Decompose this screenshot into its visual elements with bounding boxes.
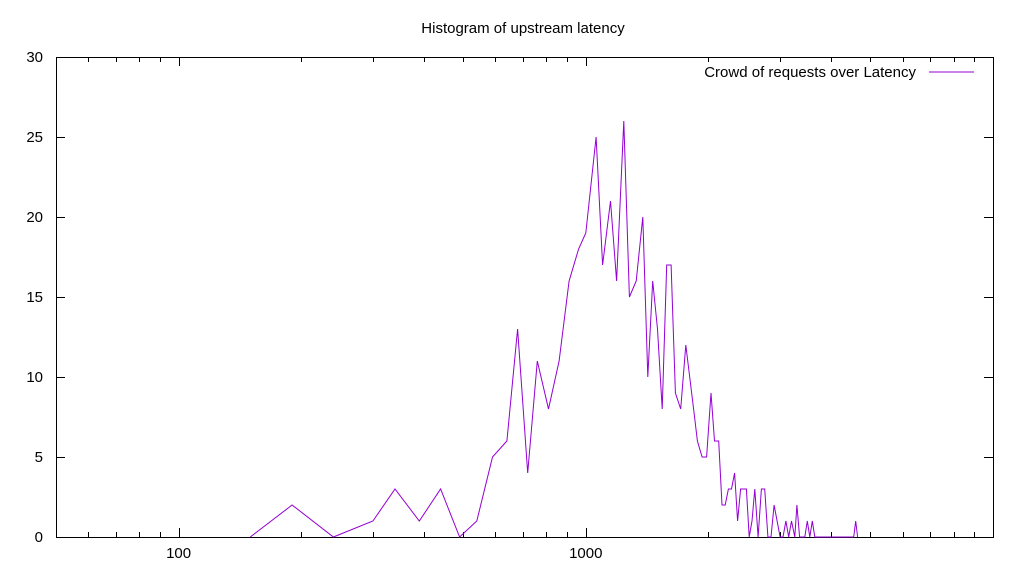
chart-title: Histogram of upstream latency: [421, 20, 625, 37]
y-tick-label: 0: [35, 529, 43, 546]
x-tick-label: 100: [166, 545, 191, 562]
y-tick-label: 30: [26, 49, 43, 66]
x-tick-label: 1000: [569, 545, 602, 562]
y-tick-label: 15: [26, 289, 43, 306]
plot-frame: [56, 57, 994, 538]
y-tick-label: 5: [35, 449, 43, 466]
y-axis: 0 5 10 15 20 25 30: [26, 49, 993, 546]
y-tick-label: 20: [26, 209, 43, 226]
y-tick-label: 10: [26, 369, 43, 386]
y-tick-label: 25: [26, 129, 43, 146]
series-line: [249, 120, 859, 538]
legend-label: Crowd of requests over Latency: [704, 64, 916, 81]
legend: Crowd of requests over Latency: [704, 64, 974, 81]
x-axis: 100 1000: [56, 57, 994, 562]
